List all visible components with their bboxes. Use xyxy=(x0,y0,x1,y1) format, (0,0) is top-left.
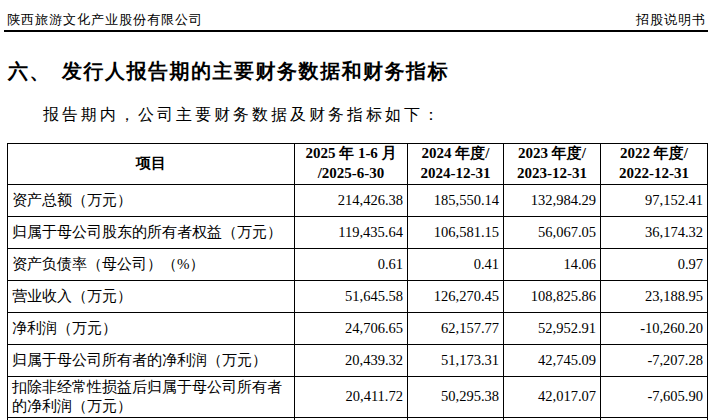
period-line: 2025 年 1-6 月 xyxy=(297,144,405,164)
row-label: 扣除非经常性损益后归属于母公司所有者的净利润（万元） xyxy=(8,377,295,418)
period-line: 2022-12-31 xyxy=(603,164,705,184)
cell-value: 51,173.31 xyxy=(408,345,504,377)
prospectus-page: 陕西旅游文化产业股份有限公司 招股说明书 六、发行人报告期的主要财务数据和财务指… xyxy=(0,0,708,420)
cell-value: 23,188.95 xyxy=(601,281,708,313)
cell-value: 51,645.58 xyxy=(295,281,408,313)
cell-value: 106,581.15 xyxy=(408,217,504,249)
cell-value: -10,260.20 xyxy=(601,313,708,345)
period-line: 2023-12-31 xyxy=(506,164,598,184)
cell-value: -7,605.90 xyxy=(601,377,708,418)
cell-value: 0.61 xyxy=(295,249,408,281)
cell-value: 132,984.29 xyxy=(504,185,601,217)
table-body: 资产总额（万元） 214,426.38 185,550.14 132,984.2… xyxy=(8,185,708,420)
cell-value: 52,952.91 xyxy=(504,313,601,345)
cell-value: 97,152.41 xyxy=(601,185,708,217)
period-line: 2024-12-31 xyxy=(410,164,501,184)
cell-value: 108,825.86 xyxy=(504,281,601,313)
period-line: /2025-6-30 xyxy=(297,164,405,184)
table-row-total-assets: 资产总额（万元） 214,426.38 185,550.14 132,984.2… xyxy=(8,185,708,217)
column-header-period-2022: 2022 年度/ 2022-12-31 xyxy=(601,144,708,185)
financial-data-table: 项目 2025 年 1-6 月 /2025-6-30 2024 年度/ 2024… xyxy=(7,143,708,420)
company-name: 陕西旅游文化产业股份有限公司 xyxy=(7,11,203,29)
intro-paragraph: 报告期内，公司主要财务数据及财务指标如下： xyxy=(8,105,442,126)
table-row-deducted-net-profit: 扣除非经常性损益后归属于母公司所有者的净利润（万元） 20,411.72 50,… xyxy=(8,377,708,418)
cell-value: 50,295.38 xyxy=(408,377,504,418)
cell-value: 36,174.32 xyxy=(601,217,708,249)
cell-value: 42,017.07 xyxy=(504,377,601,418)
cell-value: 24,706.65 xyxy=(295,313,408,345)
column-header-item: 项目 xyxy=(8,144,295,185)
table-row-net-profit: 净利润（万元） 24,706.65 62,157.77 52,952.91 -1… xyxy=(8,313,708,345)
cell-value: 20,411.72 xyxy=(295,377,408,418)
row-label: 归属于母公司所有者的净利润（万元） xyxy=(8,345,295,377)
table-header-row: 项目 2025 年 1-6 月 /2025-6-30 2024 年度/ 2024… xyxy=(8,144,708,185)
cell-value: 119,435.64 xyxy=(295,217,408,249)
table-row-parent-equity: 归属于母公司股东的所有者权益（万元） 119,435.64 106,581.15… xyxy=(8,217,708,249)
table-row-debt-ratio: 资产负债率（母公司）（%） 0.61 0.41 14.06 0.97 xyxy=(8,249,708,281)
row-label: 净利润（万元） xyxy=(8,313,295,345)
column-header-period-2024: 2024 年度/ 2024-12-31 xyxy=(408,144,504,185)
cell-value: 214,426.38 xyxy=(295,185,408,217)
row-label: 归属于母公司股东的所有者权益（万元） xyxy=(8,217,295,249)
cell-value: 0.97 xyxy=(601,249,708,281)
column-header-period-2025: 2025 年 1-6 月 /2025-6-30 xyxy=(295,144,408,185)
cell-value: 0.41 xyxy=(408,249,504,281)
cell-value: -7,207.28 xyxy=(601,345,708,377)
cell-value: 126,270.45 xyxy=(408,281,504,313)
period-line: 2024 年度/ xyxy=(410,144,501,164)
section-number: 六、 xyxy=(8,60,51,82)
row-label: 资产总额（万元） xyxy=(8,185,295,217)
column-header-period-2023: 2023 年度/ 2023-12-31 xyxy=(504,144,601,185)
doc-type-label: 招股说明书 xyxy=(636,11,706,29)
document-header: 陕西旅游文化产业股份有限公司 招股说明书 xyxy=(7,11,706,29)
row-label: 资产负债率（母公司）（%） xyxy=(8,249,295,281)
cell-value: 62,157.77 xyxy=(408,313,504,345)
row-label: 营业收入（万元） xyxy=(8,281,295,313)
section-title-text: 发行人报告期的主要财务数据和财务指标 xyxy=(62,60,449,82)
cell-value: 56,067.05 xyxy=(504,217,601,249)
section-title: 六、发行人报告期的主要财务数据和财务指标 xyxy=(8,58,449,85)
period-line: 2022 年度/ xyxy=(603,144,705,164)
table-row-revenue: 营业收入（万元） 51,645.58 126,270.45 108,825.86… xyxy=(8,281,708,313)
period-line: 2023 年度/ xyxy=(506,144,598,164)
table-row-parent-net-profit: 归属于母公司所有者的净利润（万元） 20,439.32 51,173.31 42… xyxy=(8,345,708,377)
cell-value: 185,550.14 xyxy=(408,185,504,217)
cell-value: 20,439.32 xyxy=(295,345,408,377)
header-divider xyxy=(4,30,708,32)
cell-value: 14.06 xyxy=(504,249,601,281)
cell-value: 42,745.09 xyxy=(504,345,601,377)
